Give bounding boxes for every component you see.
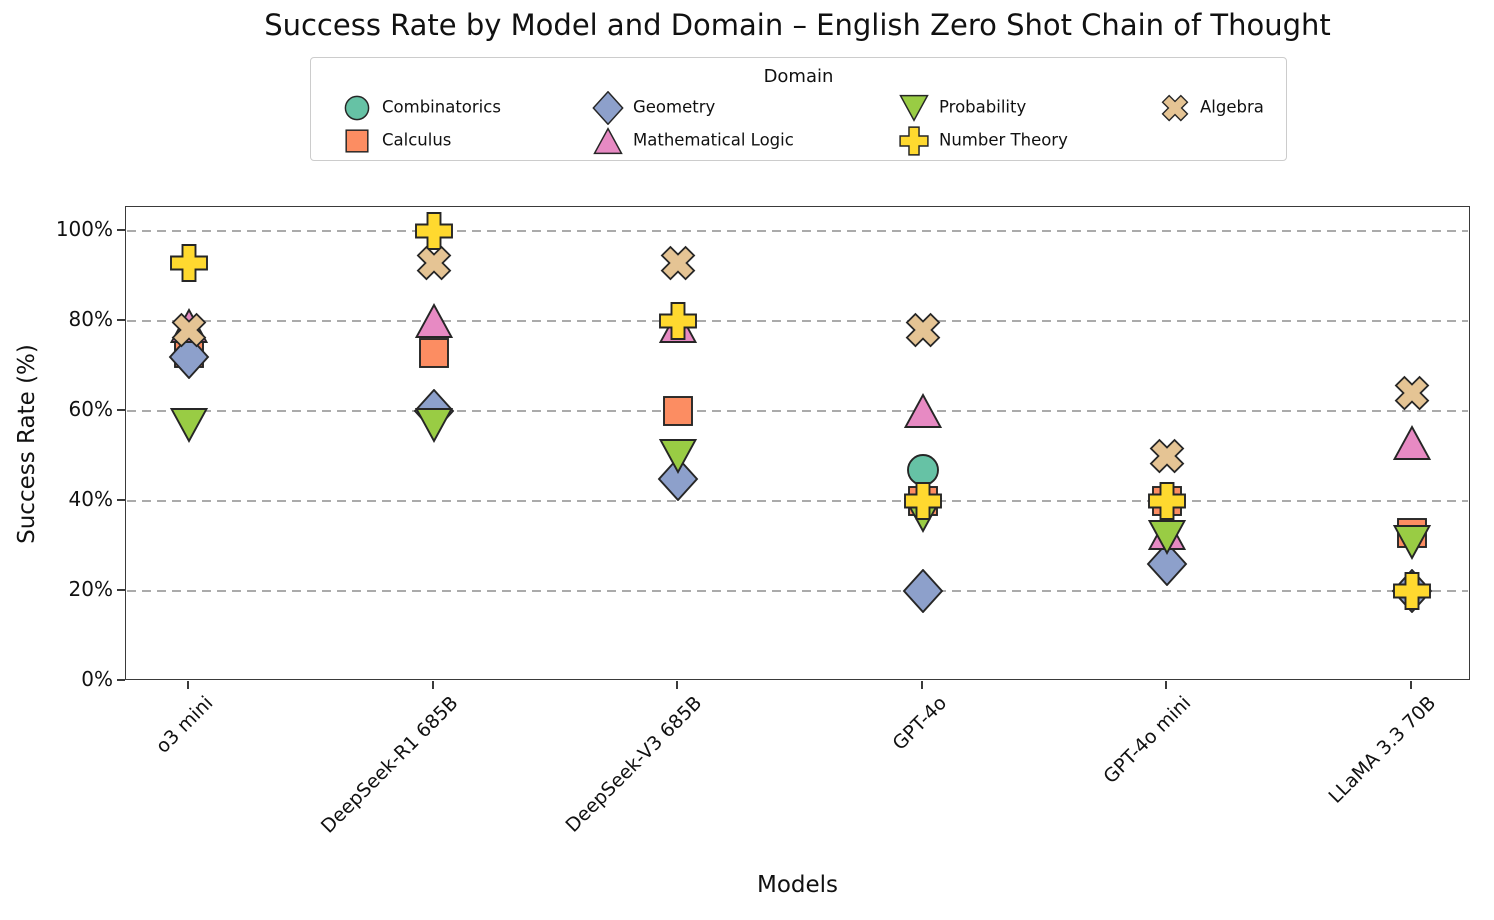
chart-title: Success Rate by Model and Domain – Engli… — [264, 8, 1331, 42]
y-tick-label-100: 100% — [55, 217, 113, 241]
gridline-20 — [127, 590, 1468, 592]
x-tick-label-o3-mini: o3 mini — [151, 692, 218, 758]
marker-algebra-o3-mini — [167, 308, 211, 352]
marker-probability-deepseek-r1-685b — [412, 403, 456, 447]
legend-label-mathematical-logic: Mathematical Logic — [633, 130, 794, 150]
triangle-up-marker-icon — [591, 124, 625, 158]
x-axis-label: Models — [756, 872, 839, 898]
marker-calculus-deepseek-v3-685b — [656, 389, 700, 433]
marker-geometry-o3-mini — [167, 334, 211, 380]
plus-marker-icon — [897, 124, 931, 158]
square-marker-icon — [340, 124, 374, 158]
marker-number-theory-llama-3-3-70b — [1390, 569, 1434, 613]
gridline-40 — [127, 500, 1468, 502]
x-tick-gpt-4o-mini — [1165, 681, 1167, 689]
x-tick-llama-3-3-70b — [1409, 681, 1412, 689]
legend-label-calculus: Calculus — [382, 130, 452, 150]
circle-marker-icon — [340, 91, 374, 125]
x-tick-label-gpt-4o-mini: GPT-4o mini — [1099, 692, 1196, 789]
x-tick-label-llama-3-3-70b: LLaMA 3.3 70B — [1324, 692, 1441, 808]
x-tick-label-gpt-4o: GPT-4o — [888, 692, 952, 755]
marker-mathematical-logic-deepseek-r1-685b — [412, 299, 456, 343]
x-marker-icon — [1158, 91, 1192, 125]
y-tick-60 — [117, 409, 125, 411]
marker-number-theory-gpt-4o-mini — [1145, 479, 1189, 523]
y-tick-label-0: 0% — [81, 667, 113, 691]
x-tick-gpt-4o — [920, 681, 923, 689]
legend-label-probability: Probability — [939, 97, 1027, 117]
marker-probability-deepseek-v3-685b — [656, 434, 700, 478]
y-tick-100 — [117, 229, 125, 231]
y-tick-0 — [117, 679, 125, 681]
marker-number-theory-deepseek-v3-685b — [656, 299, 700, 343]
x-tick-deepseek-v3-685b — [676, 681, 678, 689]
y-tick-40 — [117, 499, 125, 501]
marker-algebra-gpt-4o-mini — [1145, 434, 1189, 478]
y-tick-20 — [117, 589, 125, 591]
marker-algebra-gpt-4o — [901, 308, 945, 352]
marker-probability-o3-mini — [167, 403, 211, 447]
y-tick-label-40: 40% — [68, 487, 113, 511]
y-tick-label-80: 80% — [68, 307, 113, 331]
legend-title: Domain — [763, 66, 834, 87]
marker-mathematical-logic-gpt-4o — [901, 389, 945, 433]
marker-number-theory-o3-mini — [167, 241, 211, 285]
y-tick-label-20: 20% — [68, 577, 113, 601]
gridline-100 — [127, 230, 1468, 232]
legend-label-algebra: Algebra — [1200, 97, 1264, 117]
plot-area — [125, 206, 1470, 680]
marker-probability-llama-3-3-70b — [1390, 520, 1434, 564]
legend: Domain Combinatorics Calculus Geometry Math… — [310, 57, 1287, 161]
marker-calculus-deepseek-r1-685b — [412, 331, 456, 375]
y-axis-label: Success Rate (%) — [14, 344, 40, 544]
diamond-marker-icon — [591, 90, 625, 126]
gridline-60 — [127, 410, 1468, 412]
triangle-down-marker-icon — [897, 91, 931, 125]
marker-geometry-gpt-4o — [901, 568, 945, 614]
x-tick-label-deepseek-v3-685b: DeepSeek-V3 685B — [561, 692, 707, 837]
legend-label-combinatorics: Combinatorics — [382, 97, 501, 117]
x-tick-label-deepseek-r1-685b: DeepSeek-R1 685B — [316, 692, 463, 838]
legend-label-number-theory: Number Theory — [939, 130, 1068, 150]
y-tick-label-60: 60% — [68, 397, 113, 421]
marker-geometry-deepseek-v3-685b — [656, 456, 700, 501]
marker-geometry-gpt-4o-mini — [1145, 541, 1189, 587]
marker-mathematical-logic-llama-3-3-70b — [1390, 421, 1434, 465]
x-tick-deepseek-r1-685b — [431, 681, 434, 689]
x-tick-o3-mini — [187, 681, 189, 689]
marker-probability-gpt-4o-mini — [1145, 515, 1189, 559]
gridline-80 — [127, 320, 1468, 322]
marker-number-theory-gpt-4o — [901, 479, 945, 523]
marker-algebra-deepseek-r1-685b — [412, 241, 456, 285]
y-tick-80 — [117, 319, 125, 321]
marker-algebra-llama-3-3-70b — [1390, 371, 1434, 415]
marker-algebra-deepseek-v3-685b — [656, 241, 700, 285]
legend-label-geometry: Geometry — [633, 97, 716, 117]
